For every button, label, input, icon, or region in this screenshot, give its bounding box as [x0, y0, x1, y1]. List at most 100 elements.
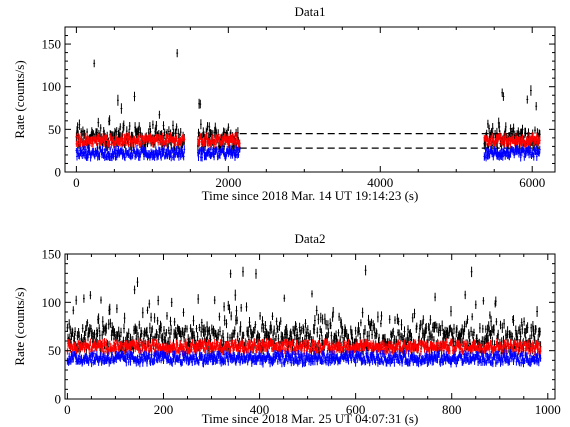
data-point	[446, 327, 449, 339]
data-point	[91, 129, 94, 137]
data-point	[393, 358, 396, 367]
data-point	[313, 340, 316, 350]
data-point	[139, 141, 142, 147]
data-point	[350, 357, 353, 364]
data-point	[454, 350, 456, 359]
data-point	[184, 324, 187, 333]
data-point	[112, 136, 114, 143]
data-point	[473, 339, 476, 347]
data-point	[358, 327, 360, 335]
data-point	[202, 345, 205, 352]
data-point	[206, 122, 209, 131]
data-point	[496, 339, 499, 348]
data-point	[90, 358, 93, 368]
data-point	[275, 332, 277, 341]
data-point	[122, 345, 125, 351]
data-point	[530, 331, 533, 340]
data-point	[169, 339, 171, 345]
data-point	[110, 343, 112, 350]
data-point	[512, 123, 515, 133]
data-point	[159, 327, 161, 339]
data-point	[511, 332, 514, 341]
y-axis-label: Rate (counts/s)	[12, 60, 27, 138]
data-point	[84, 151, 87, 160]
data-point	[334, 333, 336, 344]
data-point	[179, 147, 181, 157]
y-tick-label: 100	[42, 79, 62, 94]
data-point	[381, 358, 383, 365]
data-point	[253, 358, 256, 365]
data-point	[219, 339, 222, 347]
data-point	[89, 356, 92, 363]
data-point	[487, 321, 490, 332]
data-point	[309, 330, 312, 339]
data-point	[77, 340, 80, 346]
data-point	[239, 321, 242, 333]
data-point	[358, 345, 361, 355]
data-point	[537, 342, 540, 348]
data-point	[467, 351, 469, 357]
data-point	[149, 122, 151, 131]
data-point	[285, 355, 288, 362]
data-point	[304, 319, 307, 328]
data-point	[231, 152, 234, 159]
data-point	[284, 354, 287, 363]
data-point	[151, 325, 154, 333]
data-point	[176, 348, 178, 354]
data-point	[124, 153, 126, 162]
data-point	[301, 353, 303, 363]
data-point	[236, 332, 239, 342]
data-point	[507, 140, 510, 147]
data-point	[506, 326, 509, 338]
data-point	[176, 342, 179, 348]
data-point	[404, 353, 407, 361]
data-point	[141, 344, 144, 353]
data-point	[536, 346, 539, 353]
data-point	[279, 317, 282, 325]
data-point	[108, 303, 111, 315]
data-point	[229, 334, 231, 342]
data-point	[202, 359, 205, 368]
data-point	[499, 353, 501, 362]
data-point	[511, 146, 514, 153]
data-point	[253, 353, 256, 359]
data-point	[154, 333, 157, 341]
x-tick-label: 0	[64, 402, 71, 417]
data-point	[176, 332, 178, 344]
data-point	[276, 358, 279, 365]
data-point	[190, 347, 193, 353]
x-tick-label: 800	[442, 402, 462, 417]
data-point	[489, 353, 491, 359]
data-point	[286, 358, 289, 365]
x-tick-label: 6000	[519, 175, 545, 190]
data-point	[538, 145, 541, 154]
data-point	[255, 268, 257, 279]
data-point	[123, 323, 125, 334]
data-point	[283, 294, 286, 302]
data-point	[460, 343, 462, 353]
data-point	[193, 331, 195, 340]
data-point	[182, 350, 184, 357]
data-point	[261, 345, 263, 352]
data-point	[107, 319, 110, 330]
data-point	[203, 139, 206, 147]
data-point	[133, 341, 136, 349]
data-point	[258, 333, 261, 342]
data-point	[527, 138, 530, 147]
data-point	[465, 320, 468, 328]
data-point	[215, 355, 218, 364]
data-point	[484, 357, 487, 365]
data-point	[218, 136, 221, 146]
data-point	[96, 350, 98, 360]
data-point	[283, 346, 286, 355]
data-point	[212, 355, 215, 365]
data-point	[259, 312, 261, 320]
data-point	[67, 359, 70, 366]
data-point	[211, 151, 214, 157]
x-tick-label: 1000	[535, 402, 561, 417]
data-point	[512, 352, 514, 358]
data-point	[502, 344, 505, 351]
data-point	[334, 357, 337, 364]
data-point	[329, 359, 332, 366]
data-point	[488, 345, 491, 353]
